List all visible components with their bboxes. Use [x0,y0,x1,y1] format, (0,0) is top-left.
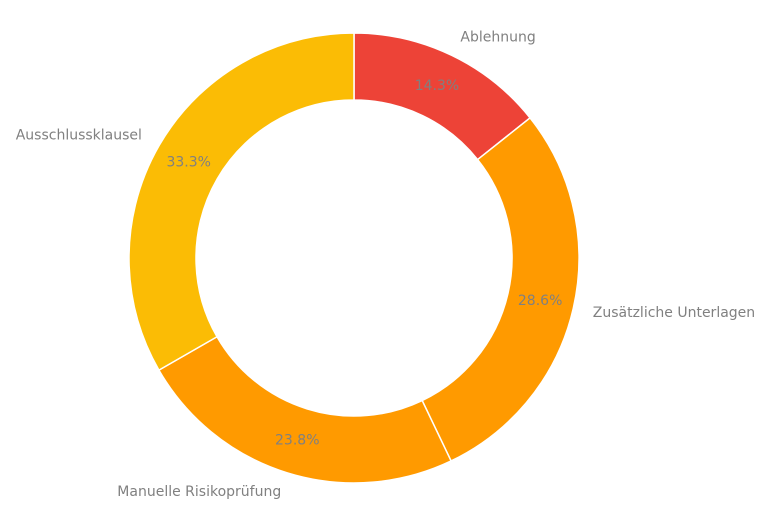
donut-slices [128,32,580,484]
slice-manuelle-risikopruefung [157,335,453,484]
category-label-ablehnung: Ablehnung [460,29,535,45]
category-labels: Ablehnung Zusätzliche Unterlagen Manuelle … [16,29,755,500]
pct-label-ausschlussklausel: 33.3% [166,154,210,170]
pct-label-manuelle-risikopruefung: 23.8% [275,432,319,448]
category-label-ausschlussklausel: Ausschlussklausel [16,127,142,143]
category-label-manuelle-risikopruefung: Manuelle Risikoprüfung [117,484,281,500]
category-label-zusaetzliche-unterlagen: Zusätzliche Unterlagen [593,305,755,321]
percentage-labels: 14.3% 28.6% 23.8% 33.3% [166,78,562,448]
pct-label-zusaetzliche-unterlagen: 28.6% [518,293,562,309]
pct-label-ablehnung: 14.3% [415,78,459,94]
slice-zusaetzliche-unterlagen [421,116,580,462]
slice-ausschlussklausel [128,32,355,372]
